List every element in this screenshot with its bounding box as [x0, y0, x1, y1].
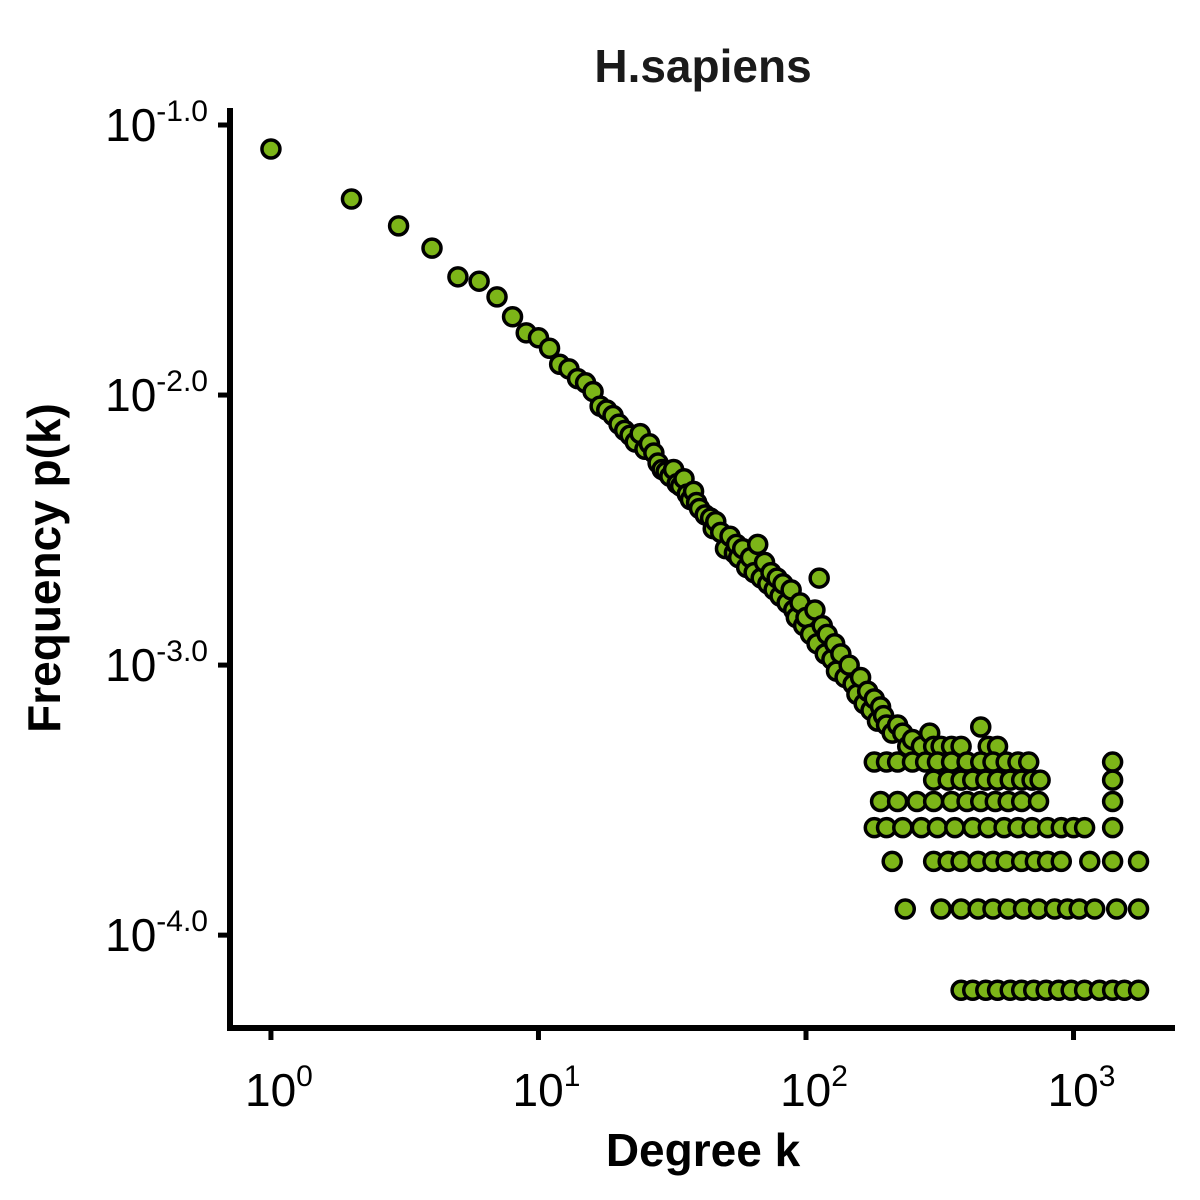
- point: [1101, 816, 1124, 839]
- tick-exponent: -4.0: [156, 905, 208, 938]
- chart-title: H.sapiens: [594, 40, 811, 92]
- point: [881, 850, 903, 873]
- point: [922, 790, 945, 813]
- tick-exponent: -1.0: [156, 95, 208, 128]
- point: [1101, 790, 1124, 813]
- tick-exponent: 2: [831, 1060, 848, 1093]
- y-axis-label: Frequency p(k): [18, 403, 70, 733]
- point: [1027, 790, 1050, 813]
- point: [1073, 816, 1096, 839]
- tick-label: 100: [245, 1060, 313, 1116]
- tick-label: 102: [780, 1060, 848, 1116]
- tick-label: 10-1.0: [105, 95, 208, 151]
- tick-exponent: -2.0: [156, 365, 208, 398]
- point: [1079, 850, 1101, 873]
- point: [746, 533, 769, 556]
- point: [1017, 751, 1040, 773]
- point: [944, 816, 966, 839]
- tick-base: 10: [105, 909, 156, 961]
- point: [1127, 898, 1150, 920]
- point: [387, 215, 410, 237]
- point: [808, 567, 830, 589]
- tick-label: 101: [513, 1060, 581, 1116]
- point: [501, 305, 524, 328]
- point: [538, 337, 561, 360]
- point: [970, 716, 992, 738]
- point: [1050, 850, 1073, 873]
- point: [1101, 751, 1124, 773]
- tick-base: 10: [1048, 1064, 1099, 1116]
- point: [1101, 769, 1124, 791]
- tick-exponent: 1: [564, 1060, 581, 1093]
- point: [447, 266, 469, 288]
- point: [930, 898, 952, 920]
- x-axis-label: Degree k: [606, 1124, 801, 1176]
- tick-exponent: -3.0: [156, 635, 208, 668]
- tick-base: 10: [245, 1064, 296, 1116]
- tick-base: 10: [105, 99, 156, 151]
- tick-base: 10: [780, 1064, 831, 1116]
- tick-label: 10-2.0: [105, 365, 208, 421]
- point: [486, 286, 508, 308]
- point: [340, 188, 363, 210]
- point: [1105, 898, 1128, 920]
- point: [1101, 850, 1124, 873]
- tick-exponent: 3: [1099, 1060, 1116, 1093]
- tick-base: 10: [513, 1064, 564, 1116]
- point: [1029, 769, 1051, 791]
- point: [886, 790, 909, 813]
- tick-exponent: 0: [296, 1060, 313, 1093]
- point: [926, 816, 949, 839]
- tick-base: 10: [105, 369, 156, 421]
- point: [1127, 850, 1150, 873]
- point: [1127, 979, 1150, 1002]
- tick-label: 10-3.0: [105, 635, 208, 691]
- tick-base: 10: [105, 639, 156, 691]
- tick-label: 103: [1048, 1060, 1116, 1116]
- point: [894, 898, 917, 920]
- point: [421, 237, 443, 259]
- point: [260, 138, 282, 160]
- point: [468, 270, 490, 292]
- point: [1083, 898, 1106, 920]
- point: [892, 816, 914, 839]
- tick-label: 10-4.0: [105, 905, 208, 961]
